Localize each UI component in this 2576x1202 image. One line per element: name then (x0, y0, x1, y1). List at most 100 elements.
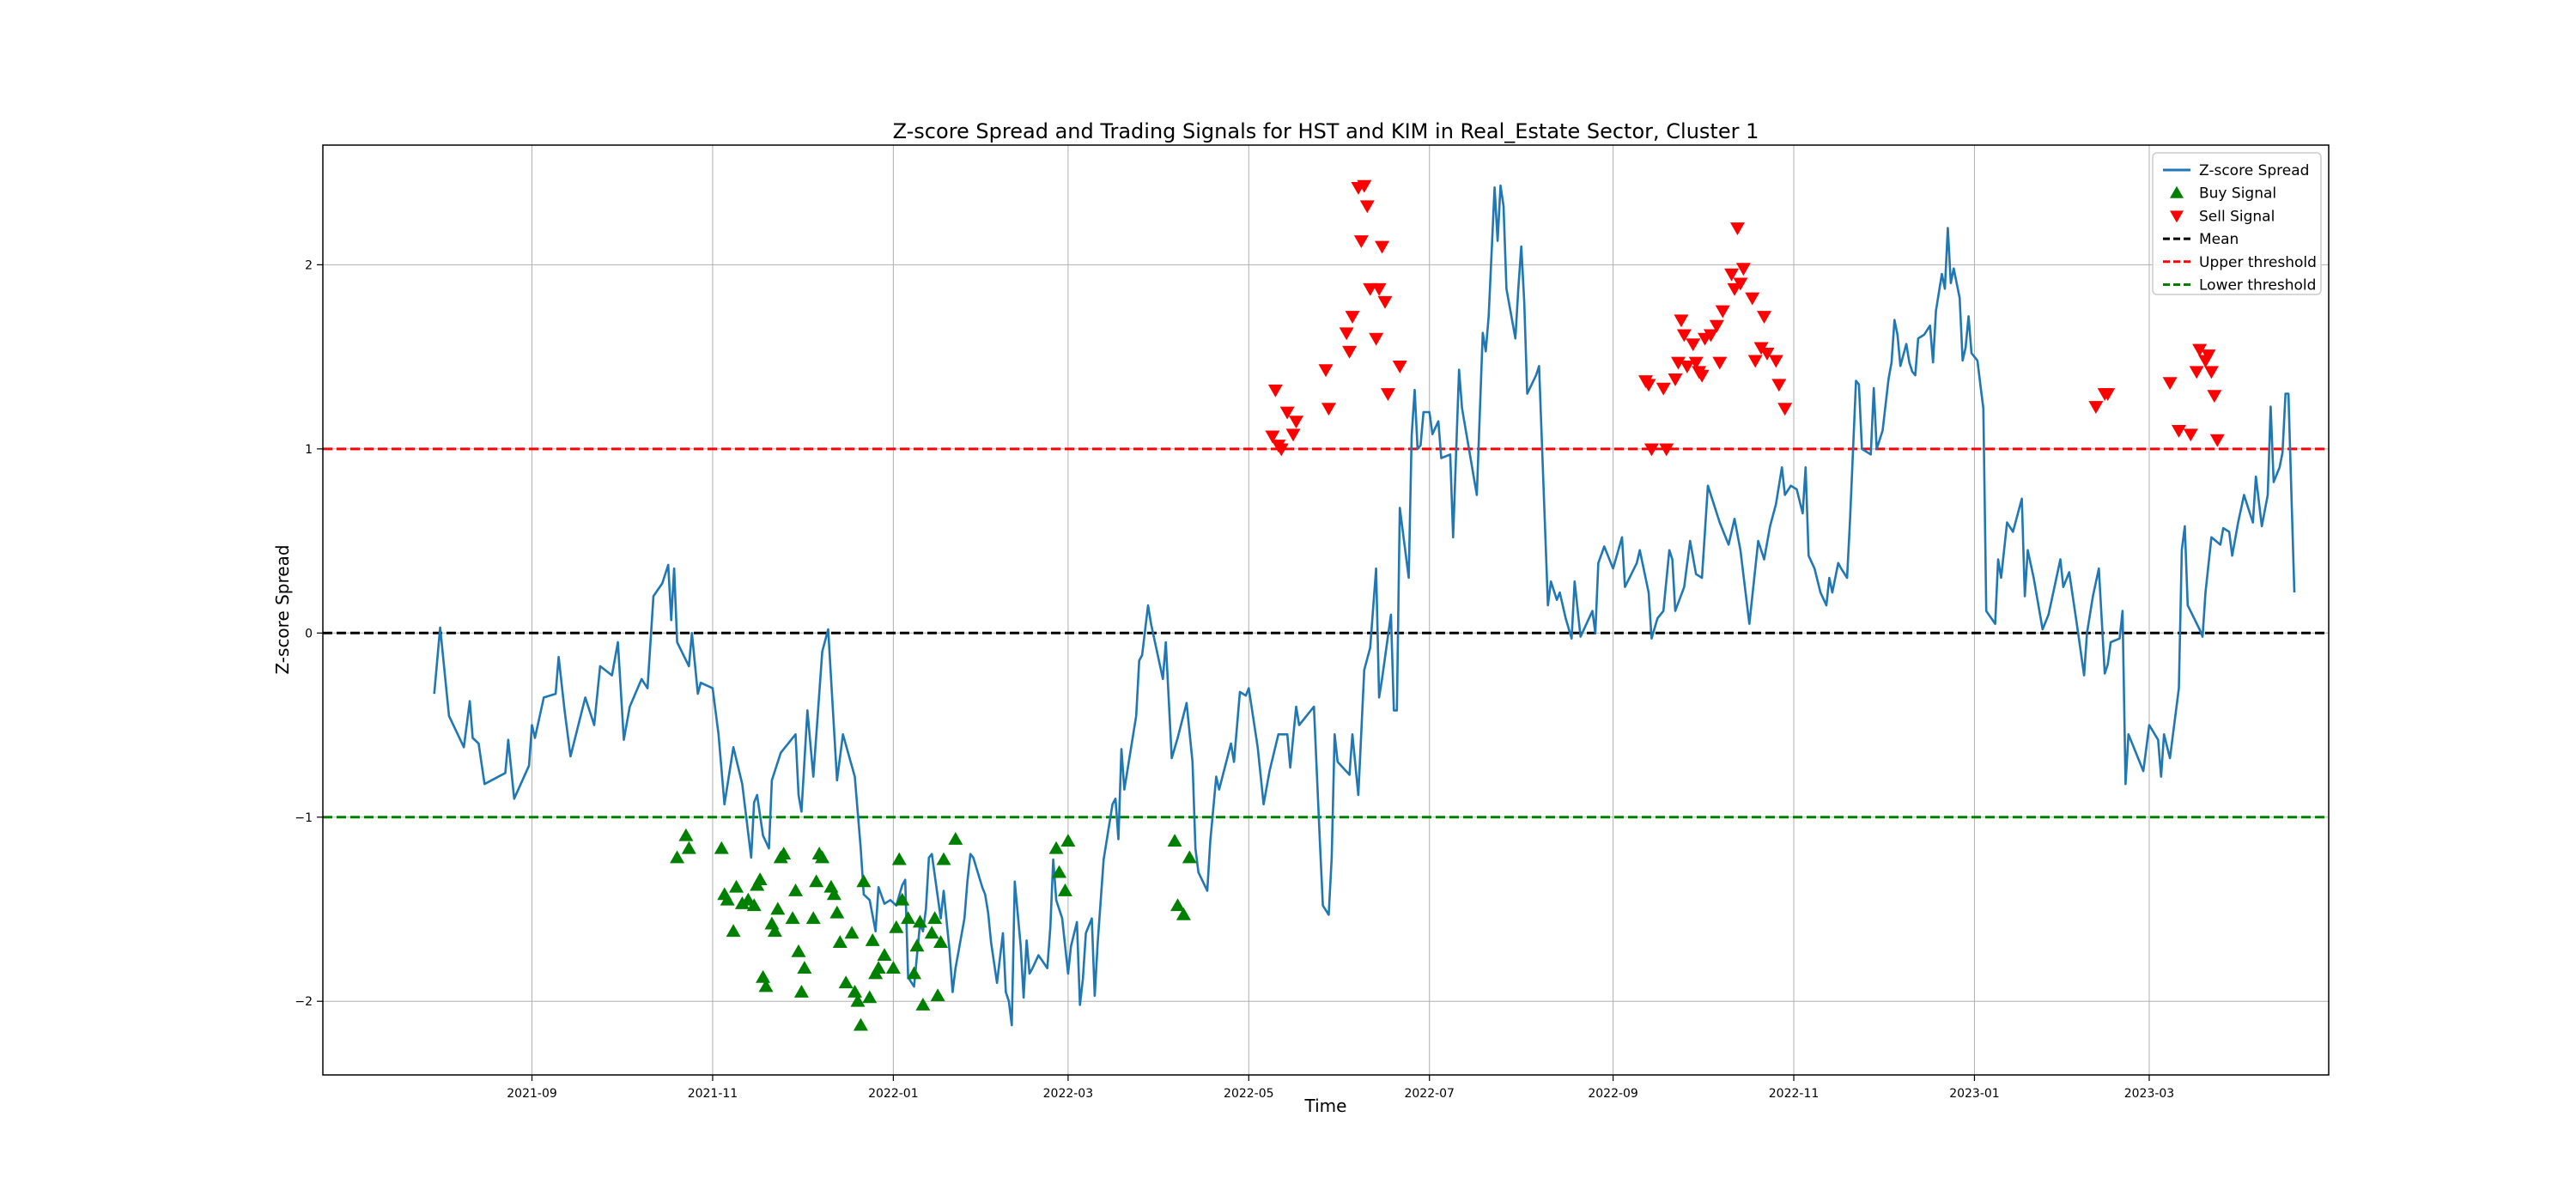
legend-label-upper-threshold: Upper threshold (2199, 254, 2317, 271)
buy-signal-marker (1060, 834, 1076, 847)
buy-signal-marker (936, 852, 951, 865)
sell-signal-marker (1377, 295, 1393, 309)
buy-signal-marker (889, 920, 904, 933)
sell-signal-marker (1747, 355, 1763, 368)
sell-signal-marker (2183, 428, 2198, 442)
buy-signal-marker (924, 926, 939, 939)
buy-signal-marker (862, 990, 878, 1004)
x-tick-label: 2021-09 (507, 1087, 557, 1101)
sell-signal-marker (1273, 443, 1289, 457)
sell-signal-marker (1759, 347, 1775, 361)
buy-signal-marker (788, 883, 804, 896)
buy-signal-marker (838, 975, 854, 989)
buy-signal-marker (826, 887, 841, 901)
sell-signal-marker (1375, 240, 1390, 254)
buy-signal-marker (720, 892, 735, 906)
sell-signal-marker (1318, 364, 1334, 378)
sell-signal-marker (1680, 360, 1695, 373)
buy-signal-marker (850, 993, 866, 1007)
buy-signal-marker (1052, 865, 1067, 878)
buy-signal-marker (948, 831, 963, 845)
sell-signal-marker (1353, 235, 1369, 249)
x-axis-label: Time (1304, 1096, 1347, 1116)
buy-signal-marker (856, 874, 872, 888)
buy-signal-marker (770, 902, 786, 915)
sell-signal-marker (1688, 356, 1704, 370)
buy-signal-marker (1176, 907, 1191, 920)
sell-signal-marker (1659, 443, 1674, 457)
y-tick-label: −1 (295, 811, 313, 825)
legend: Z-score Spread Buy Signal Sell Signal Mean U… (2152, 152, 2322, 295)
sell-signal-marker (1771, 379, 1787, 392)
legend-label-sell-signal: Sell Signal (2199, 208, 2275, 225)
x-tick-label: 2022-03 (1043, 1087, 1094, 1101)
buy-signal-marker (865, 932, 880, 946)
x-tick-label: 2022-11 (1769, 1087, 1820, 1101)
reference-lines (323, 447, 2329, 819)
buy-signal-marker (829, 905, 845, 919)
buy-signal-marker (776, 847, 792, 860)
sell-signal-marker (2209, 434, 2225, 447)
buy-signal-marker (1182, 850, 1197, 864)
sell-signal-marker (2203, 366, 2219, 379)
sell-signal-marker (2192, 343, 2208, 357)
sell-signal-marker (1279, 406, 1295, 420)
sell-signal-marker (1392, 360, 1407, 373)
sell-signal-marker (1643, 443, 1659, 457)
legend-label-buy-signal: Buy Signal (2199, 185, 2276, 203)
buy-signal-marker (933, 935, 949, 948)
sell-signal-marker (1289, 416, 1304, 429)
sell-signal-marker (1768, 355, 1783, 368)
sell-signal-marker (1735, 263, 1751, 276)
buy-signal-marker (793, 984, 809, 998)
legend-label-mean: Mean (2199, 231, 2239, 248)
buy-signal-marker (797, 961, 812, 974)
y-axis-label: Z-score Spread (272, 544, 293, 674)
x-tick-label: 2021-11 (688, 1087, 738, 1101)
sell-signal-marker (1670, 356, 1686, 370)
x-tick-label: 2022-07 (1404, 1087, 1455, 1101)
x-tick-label: 2022-05 (1224, 1087, 1274, 1101)
buy-signal-marker (809, 874, 824, 888)
legend-swatch-buy-signal (2170, 185, 2184, 198)
x-tick-label: 2023-01 (1949, 1087, 2000, 1101)
sell-signal-marker (1777, 403, 1793, 416)
sell-signal-marker (1676, 329, 1692, 343)
sell-signal-marker (1715, 305, 1730, 319)
sell-signal-marker (1694, 369, 1710, 383)
y-tick-label: 2 (305, 258, 313, 272)
buy-signal-marker (909, 938, 925, 952)
sell-signal-marker (1729, 222, 1745, 236)
buy-signal-marker (791, 944, 806, 957)
buy-signal-marker (756, 969, 771, 983)
sell-signal-marker (1345, 311, 1360, 324)
legend-box (2152, 152, 2322, 295)
buy-signal-marker (767, 924, 782, 938)
buy-signal-marker (785, 911, 800, 925)
buy-signal-marker (871, 961, 886, 974)
sell-signal-marker (1709, 319, 1724, 333)
y-tick-label: −2 (295, 995, 313, 1009)
buy-signal-marker (726, 924, 741, 938)
buy-signal-marker (927, 911, 943, 925)
x-tick-label: 2022-09 (1588, 1087, 1638, 1101)
buy-signal-marker (844, 926, 860, 939)
buy-signal-marker (912, 914, 927, 928)
buy-signal-marker (1057, 883, 1072, 896)
sell-signal-marker (1265, 430, 1280, 444)
x-tick-label: 2022-01 (868, 1087, 919, 1101)
zscore-spread-line (433, 184, 2296, 1027)
buy-signal-marker (915, 998, 931, 1011)
sell-signal-marker (2201, 349, 2216, 362)
buy-signal-marker (891, 852, 907, 865)
buy-signal-marker (746, 898, 762, 912)
buy-signal-marker (877, 948, 892, 961)
sell-signal-marker (2189, 366, 2204, 379)
sell-signal-marker (1357, 179, 1372, 193)
buy-signal-marker (678, 828, 694, 841)
signal-markers (670, 179, 2225, 1031)
sell-signal-marker (2207, 390, 2222, 404)
sell-signal-marker (1733, 277, 1748, 291)
buy-signal-marker (848, 984, 863, 998)
buy-signal-marker (805, 911, 821, 925)
